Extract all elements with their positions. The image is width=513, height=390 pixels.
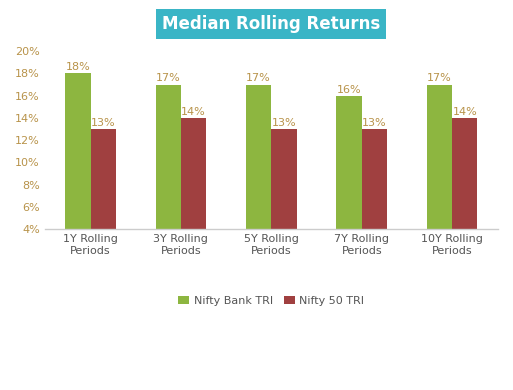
- Bar: [362, 129, 387, 229]
- Text: 18%: 18%: [66, 62, 90, 73]
- Bar: [90, 129, 116, 229]
- Bar: [427, 85, 452, 229]
- Text: 17%: 17%: [246, 73, 271, 83]
- Bar: [452, 118, 478, 229]
- Text: 13%: 13%: [91, 118, 115, 128]
- Bar: [271, 129, 297, 229]
- Bar: [246, 85, 271, 229]
- Bar: [65, 73, 90, 229]
- Title: Median Rolling Returns: Median Rolling Returns: [162, 15, 381, 33]
- Text: 16%: 16%: [337, 85, 361, 95]
- Text: 17%: 17%: [427, 73, 452, 83]
- Bar: [337, 96, 362, 229]
- Text: 13%: 13%: [362, 118, 387, 128]
- Text: 13%: 13%: [272, 118, 297, 128]
- Text: 14%: 14%: [181, 107, 206, 117]
- Legend: Nifty Bank TRI, Nifty 50 TRI: Nifty Bank TRI, Nifty 50 TRI: [174, 291, 369, 310]
- Bar: [181, 118, 206, 229]
- Bar: [155, 85, 181, 229]
- Text: 17%: 17%: [156, 73, 181, 83]
- Text: 14%: 14%: [452, 107, 477, 117]
